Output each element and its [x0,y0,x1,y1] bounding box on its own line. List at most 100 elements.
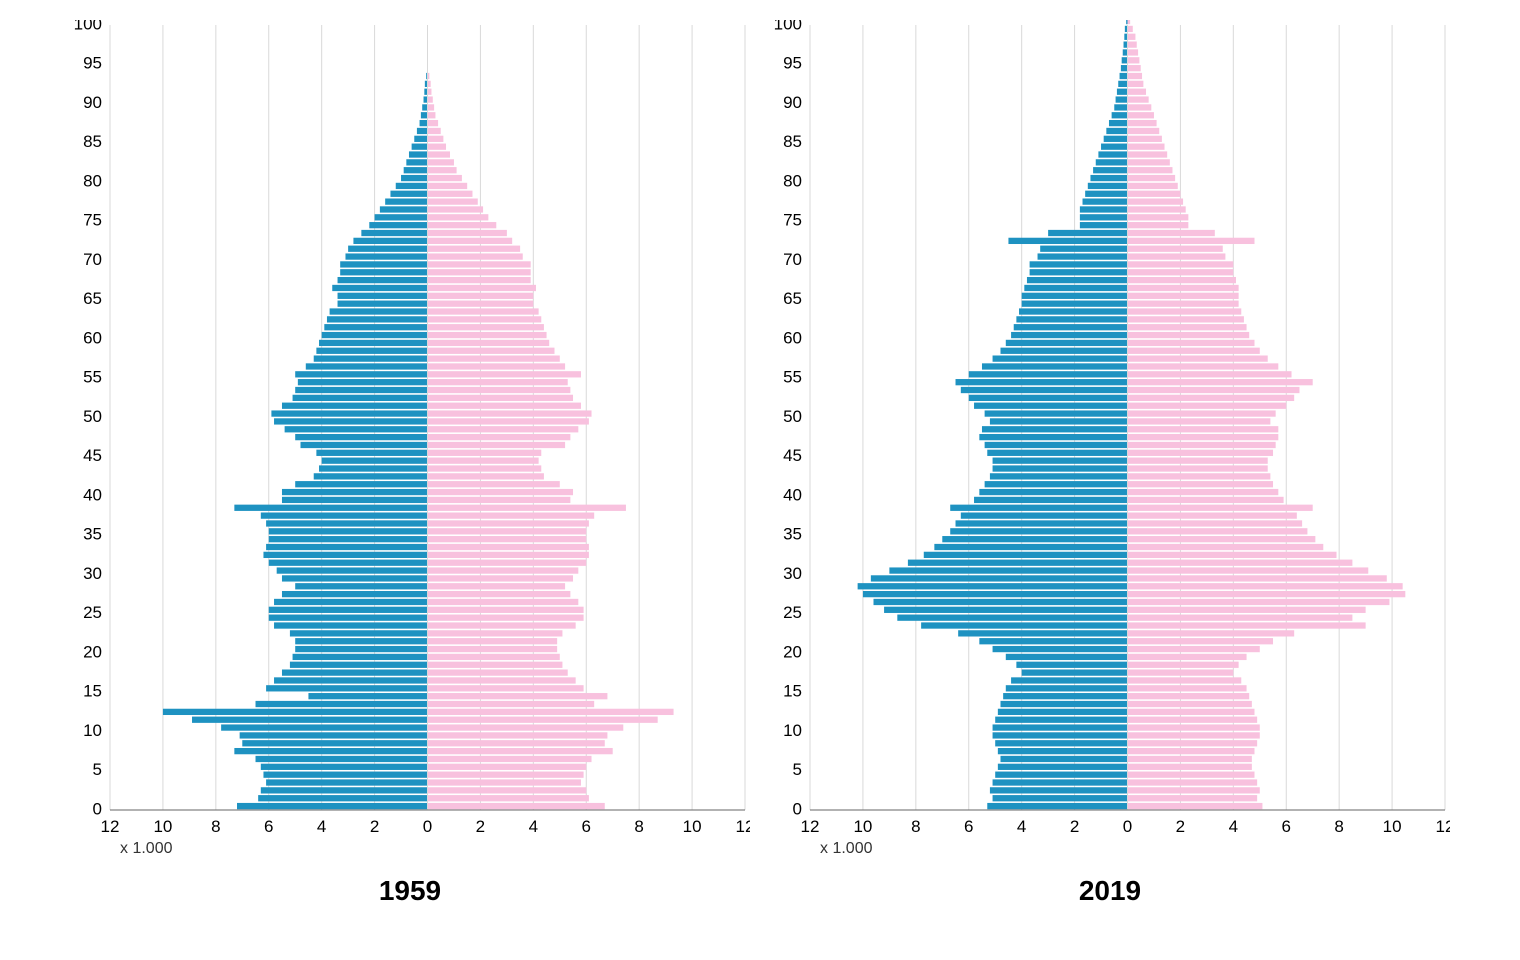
female-bar [1128,332,1250,338]
female-bar [1128,567,1369,573]
female-bar [1128,316,1244,322]
female-bar [1128,379,1313,385]
male-bar [256,701,428,707]
male-bar [993,646,1128,652]
female-bar [1128,246,1223,252]
x-tick-label: 4 [1017,817,1026,836]
male-bar [266,544,427,550]
female-bar [1128,26,1133,32]
male-bar [1014,324,1128,330]
male-bar [295,583,427,589]
female-bar [428,261,531,267]
female-bar [428,379,568,385]
male-bar [1104,136,1128,142]
male-bar [990,473,1128,479]
female-bar [1128,191,1181,197]
female-bar [1128,348,1260,354]
female-bar [1128,701,1252,707]
male-bar [316,450,427,456]
female-bar [1128,285,1239,291]
male-bar [1038,253,1128,259]
male-bar [1101,144,1127,150]
male-bar [421,112,428,118]
female-bar [1128,340,1255,346]
female-bar [428,591,571,597]
female-bar [1128,403,1287,409]
female-bar [428,214,489,220]
male-bar [969,371,1128,377]
male-bar [409,151,428,157]
y-tick-label: 60 [783,328,802,347]
y-tick-label: 70 [83,250,102,269]
female-bar [428,528,587,534]
female-bar [1128,371,1292,377]
female-bar [428,615,584,621]
male-bar [274,599,427,605]
y-tick-label: 30 [83,564,102,583]
male-bar [319,465,427,471]
female-bar [1128,363,1279,369]
female-bar [428,772,584,778]
female-bar [1128,583,1403,589]
y-tick-label: 15 [783,682,802,701]
y-tick-label: 15 [83,682,102,701]
female-bar [428,144,447,150]
y-tick-label: 25 [83,603,102,622]
female-bar [428,709,674,715]
y-tick-label: 55 [783,368,802,387]
female-bar [428,96,433,102]
male-bar [974,403,1127,409]
female-bar [428,497,571,503]
male-bar [985,410,1128,416]
male-bar [322,458,428,464]
female-bar [1128,654,1247,660]
male-bar [298,379,428,385]
female-bar [428,418,589,424]
male-bar [979,489,1127,495]
male-bar [995,717,1127,723]
male-bar [324,324,427,330]
male-bar [1011,332,1127,338]
female-bar [1128,206,1186,212]
female-bar [428,458,539,464]
male-bar [380,206,428,212]
female-bar [428,206,484,212]
female-bar [428,175,462,181]
male-bar [1003,693,1127,699]
male-bar [985,442,1128,448]
female-bar [1128,65,1141,71]
female-bar [428,316,542,322]
x-tick-label: 4 [529,817,538,836]
female-bar [428,685,584,691]
male-bar [958,630,1127,636]
x-tick-label: 6 [264,817,273,836]
male-bar [269,528,428,534]
male-bar [282,497,428,503]
female-bar [1128,175,1176,181]
female-bar [428,253,523,259]
female-bar [1128,764,1252,770]
female-bar [1128,481,1274,487]
female-bar [428,701,595,707]
male-bar [308,693,427,699]
population-pyramid-chart: 0510152025303540455055606570758085909510… [770,20,1450,840]
female-bar [428,222,497,228]
male-bar [1019,308,1127,314]
female-bar [1128,57,1140,63]
female-bar [1128,34,1136,40]
female-bar [428,301,534,307]
x-tick-label: 6 [1282,817,1291,836]
y-tick-label: 35 [783,525,802,544]
male-bar [924,552,1128,558]
female-bar [428,756,592,762]
x-tick-label: 2 [1070,817,1079,836]
male-bar [274,622,427,628]
female-bar [1128,151,1168,157]
female-bar [1128,198,1184,204]
female-bar [428,795,589,801]
male-bar [1001,348,1128,354]
male-bar [1126,20,1127,24]
male-bar [290,662,428,668]
male-bar [1048,230,1127,236]
female-bar [428,512,595,518]
